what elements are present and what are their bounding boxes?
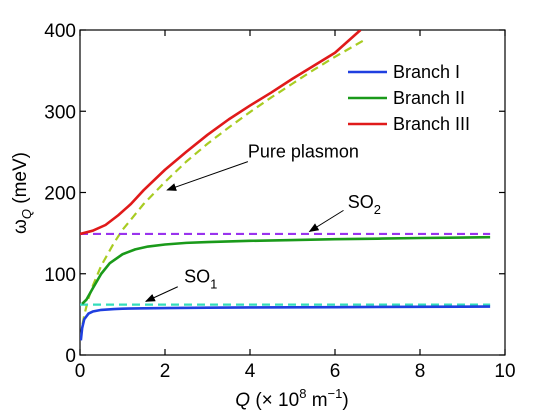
annotation-text-so1: SO: [184, 267, 210, 287]
annotation-label-so1: SO1: [184, 267, 217, 292]
x-axis-label-var: Q: [235, 390, 250, 411]
annotation-arrow-so2: [308, 209, 344, 233]
x-tick-label-6: 6: [330, 361, 341, 382]
x-axis-label-unit-exp: −1: [328, 386, 343, 401]
y-axis-label-sub: Q: [19, 209, 34, 219]
y-axis-label: ωQ (meV): [10, 152, 34, 234]
x-axis-label-exp: 8: [299, 386, 306, 401]
x-tick-label-2: 2: [160, 361, 171, 382]
annotation-label-so2: SO2: [348, 192, 381, 217]
annotation-sub-so2: 2: [374, 202, 381, 217]
series-layer: [80, 30, 491, 341]
annotation-sub-so1: 1: [210, 277, 217, 292]
y-axis-label-var: ω: [10, 219, 31, 234]
y-tick-label-0: 0: [65, 346, 76, 367]
legend-label-branch-i: Branch I: [393, 62, 460, 82]
x-axis-label-prefix: (× 10: [250, 390, 299, 411]
y-tick-label-200: 200: [44, 184, 76, 205]
x-axis-label: Q (× 108 m−1): [235, 386, 348, 411]
series-line-branch-i: [80, 305, 491, 341]
x-axis-label-close: ): [342, 390, 348, 411]
annotation-arrow-so1: [144, 286, 178, 302]
x-tick-label-10: 10: [494, 361, 515, 382]
y-axis-label-unit: (meV): [10, 152, 31, 209]
annotation-text-so2: SO: [348, 192, 374, 212]
annotation-label-pure-plasmon: Pure plasmon: [248, 142, 359, 162]
series-line-pure-plasmon: [80, 38, 366, 338]
series-line-branch-iii: [80, 30, 362, 236]
legend: Branch I Branch II Branch III: [341, 56, 491, 140]
y-tick-label-100: 100: [44, 265, 76, 286]
legend-label-branch-iii: Branch III: [393, 114, 470, 134]
annotation-text-pure-plasmon: Pure plasmon: [248, 142, 359, 162]
series-line-branch-ii: [81, 235, 491, 305]
x-tick-label-4: 4: [245, 361, 256, 382]
x-tick-label-0: 0: [75, 361, 86, 382]
x-axis-label-unit: m: [306, 390, 327, 411]
y-tick-label-300: 300: [44, 102, 76, 123]
y-tick-label-400: 400: [44, 21, 76, 42]
legend-label-branch-ii: Branch II: [393, 88, 465, 108]
annotation-arrow-pure-plasmon: [166, 161, 249, 191]
x-tick-label-8: 8: [415, 361, 426, 382]
